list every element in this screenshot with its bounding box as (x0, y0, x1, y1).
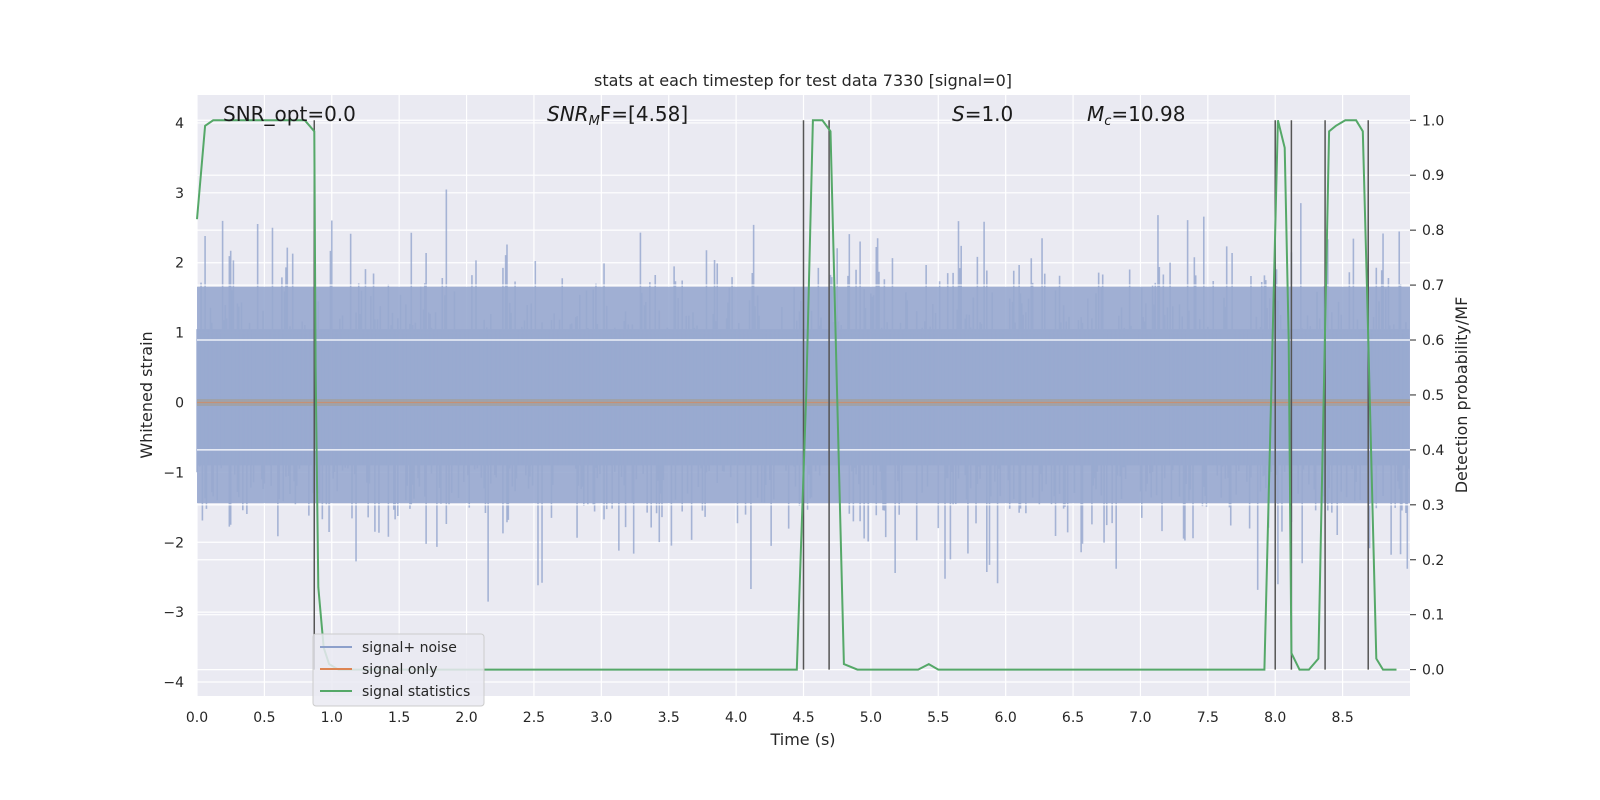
noise-series (196, 189, 1410, 602)
x-tick-label: 7.5 (1197, 710, 1219, 726)
legend-box (312, 633, 485, 707)
y-axis-label-left: Whitened strain (137, 331, 156, 458)
y-tick-label-right: 1.0 (1422, 113, 1444, 129)
x-tick-label: 2.0 (455, 710, 477, 726)
signal-statistics-line (196, 119, 1397, 671)
x-tick-label: 1.5 (388, 710, 410, 726)
y-tick-label-left: 1 (175, 326, 184, 342)
y-tick-label-right: 0.0 (1422, 663, 1444, 679)
x-tick-label: 1.0 (321, 710, 343, 726)
y-tick-label-right: 0.1 (1422, 608, 1444, 624)
x-tick-label: 6.5 (1062, 710, 1084, 726)
legend-label-signal-only: signal only (362, 662, 437, 678)
y-axis-label-right: Detection probability/MF (1452, 297, 1471, 494)
chart-title: stats at each timestep for test data 733… (594, 71, 1012, 90)
y-tick-label-right: 0.7 (1422, 278, 1444, 294)
x-tick-label: 2.5 (523, 710, 545, 726)
y-tick-label-right: 0.2 (1422, 553, 1444, 569)
x-ticks: 0.0 0.5 1.0 1.5 2.0 2.5 3.0 3.5 4.0 4.5 5.0 5.5 6.0 6… (186, 710, 1354, 726)
y-tick-label-left: −2 (163, 535, 184, 551)
annotation-snr-mf: SNRMF=[4.58] (547, 102, 688, 129)
y-tick-label-left: 0 (175, 395, 184, 411)
y-tick-label-left: 4 (175, 116, 184, 132)
y-tick-label-left: 2 (175, 256, 184, 272)
y-tick-label-right: 0.9 (1422, 168, 1444, 184)
legend-label-signal-statistics: signal statistics (362, 684, 470, 700)
y-tick-label-right: 0.5 (1422, 388, 1444, 404)
y-tick-label-left: −1 (163, 465, 184, 481)
x-tick-label: 7.0 (1129, 710, 1151, 726)
y-tick-label-right: 0.4 (1422, 443, 1444, 459)
annotation-snr-opt: SNR_opt=0.0 (223, 102, 356, 126)
x-tick-label: 4.0 (725, 710, 747, 726)
x-axis-label: Time (s) (769, 730, 835, 749)
x-tick-label: 0.5 (253, 710, 275, 726)
signal-statistics-series (196, 119, 1397, 671)
legend-label-noise: signal+ noise (362, 640, 457, 656)
y-tick-label-right: 0.6 (1422, 333, 1444, 349)
y-tick-label-right: 0.8 (1422, 223, 1444, 239)
x-tick-label: 5.0 (860, 710, 882, 726)
annotation-s: S=1.0 (952, 102, 1013, 126)
x-tick-label: 8.5 (1331, 710, 1353, 726)
x-tick-label: 4.5 (792, 710, 814, 726)
x-tick-label: 6.0 (995, 710, 1017, 726)
x-tick-label: 0.0 (186, 710, 208, 726)
x-tick-label: 8.0 (1264, 710, 1286, 726)
legend: signal+ noise signal only signal statist… (312, 633, 485, 707)
x-tick-label: 5.5 (927, 710, 949, 726)
x-tick-label: 3.0 (590, 710, 612, 726)
x-tick-label: 3.5 (658, 710, 680, 726)
y-ticks-left: 4 3 2 1 0 −1 −2 −3 −4 (163, 116, 184, 691)
y-tick-label-right: 0.3 (1422, 498, 1444, 514)
y-ticks-right: 1.0 0.9 0.8 0.7 0.6 0.5 0.4 0.3 0.2 0.1 0.0 (1410, 113, 1444, 679)
y-tick-label-left: −4 (163, 675, 184, 691)
annotation-mc: Mc=10.98 (1087, 102, 1185, 129)
y-tick-label-left: 3 (175, 186, 184, 202)
y-tick-label-left: −3 (163, 605, 184, 621)
